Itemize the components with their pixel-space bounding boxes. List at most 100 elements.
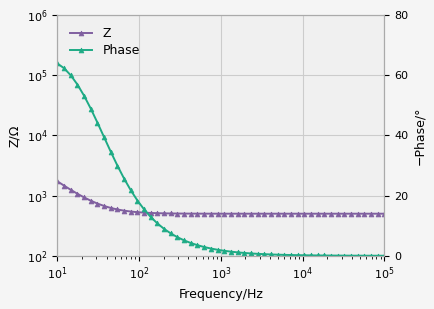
Z	[161, 211, 166, 215]
Phase	[95, 121, 100, 125]
Z	[121, 209, 126, 213]
Z	[254, 212, 260, 216]
Z	[181, 212, 186, 215]
Phase	[221, 249, 226, 253]
Phase	[281, 253, 286, 257]
Phase	[161, 227, 166, 231]
Z	[348, 212, 353, 216]
Z	[248, 212, 253, 216]
Legend: Z, Phase: Z, Phase	[63, 21, 146, 63]
Phase	[148, 215, 153, 219]
Phase	[194, 243, 200, 247]
Phase	[381, 254, 386, 258]
Z	[221, 212, 226, 216]
Z	[261, 212, 266, 216]
Z	[81, 196, 86, 199]
Z	[234, 212, 240, 216]
Phase	[214, 248, 220, 252]
Z	[341, 212, 346, 216]
Phase	[241, 251, 246, 255]
Y-axis label: Z/Ω: Z/Ω	[8, 124, 21, 146]
Z	[75, 192, 80, 196]
Phase	[308, 253, 313, 257]
Phase	[368, 254, 373, 258]
Z	[274, 212, 279, 216]
Z	[194, 212, 200, 215]
Phase	[201, 245, 206, 249]
Phase	[208, 247, 213, 250]
Phase	[294, 253, 299, 257]
Phase	[314, 254, 319, 257]
Z	[155, 211, 160, 215]
Z	[188, 212, 193, 215]
Z	[208, 212, 213, 216]
Phase	[261, 252, 266, 256]
Y-axis label: −Phase/°: −Phase/°	[413, 106, 426, 165]
Z	[135, 210, 140, 214]
Phase	[135, 199, 140, 202]
Phase	[248, 252, 253, 255]
Z	[354, 212, 359, 216]
Z	[148, 211, 153, 215]
Line: Phase: Phase	[55, 61, 386, 258]
Z	[141, 211, 146, 214]
Line: Z: Z	[55, 179, 386, 216]
Phase	[115, 164, 120, 167]
Z	[308, 212, 313, 216]
Z	[214, 212, 220, 216]
Z	[301, 212, 306, 216]
Phase	[101, 135, 106, 139]
Phase	[321, 254, 326, 257]
Z	[381, 212, 386, 216]
Z	[128, 210, 133, 214]
Z	[314, 212, 319, 216]
Z	[281, 212, 286, 216]
Z	[294, 212, 299, 216]
Phase	[288, 253, 293, 257]
Phase	[268, 252, 273, 256]
Phase	[75, 83, 80, 87]
Phase	[274, 253, 279, 256]
Phase	[361, 254, 366, 257]
Z	[374, 212, 379, 216]
Phase	[168, 232, 173, 235]
Z	[321, 212, 326, 216]
Phase	[234, 251, 240, 254]
Z	[361, 212, 366, 216]
Phase	[181, 239, 186, 242]
Z	[368, 212, 373, 216]
Phase	[61, 66, 66, 70]
Phase	[81, 94, 86, 98]
Z	[88, 199, 93, 203]
Z	[95, 202, 100, 205]
Z	[328, 212, 333, 216]
Phase	[155, 222, 160, 225]
Z	[115, 208, 120, 211]
Phase	[301, 253, 306, 257]
Phase	[128, 188, 133, 192]
Z	[174, 212, 180, 215]
Z	[168, 212, 173, 215]
Z	[288, 212, 293, 216]
Phase	[328, 254, 333, 257]
Phase	[108, 150, 113, 154]
Phase	[348, 254, 353, 257]
Phase	[141, 208, 146, 211]
Phase	[55, 61, 60, 65]
Z	[61, 184, 66, 188]
Phase	[188, 241, 193, 245]
Phase	[374, 254, 379, 258]
Phase	[121, 177, 126, 180]
Phase	[334, 254, 339, 257]
Z	[55, 180, 60, 183]
X-axis label: Frequency/Hz: Frequency/Hz	[178, 288, 263, 301]
Phase	[88, 107, 93, 111]
Z	[68, 188, 73, 192]
Z	[268, 212, 273, 216]
Z	[334, 212, 339, 216]
Z	[101, 204, 106, 208]
Phase	[341, 254, 346, 257]
Phase	[254, 252, 260, 256]
Z	[228, 212, 233, 216]
Z	[108, 206, 113, 210]
